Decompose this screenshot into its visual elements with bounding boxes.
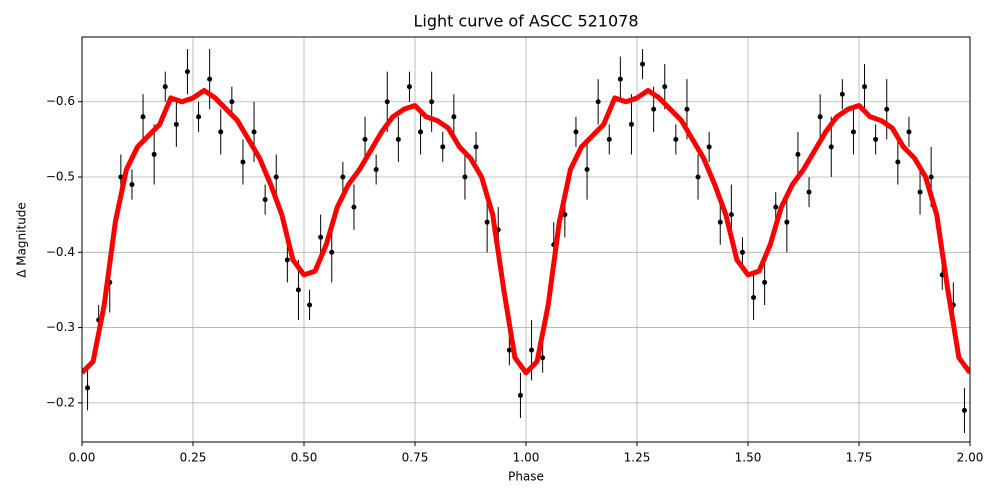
data-point (340, 174, 346, 180)
x-tick-label: 0.50 (291, 451, 318, 465)
y-tick-label: −0.4 (46, 245, 75, 259)
data-point (640, 61, 646, 67)
x-tick-label: 0.25 (180, 451, 207, 465)
data-point (395, 136, 401, 142)
data-point (961, 407, 967, 413)
data-point (529, 347, 535, 353)
plot-area (82, 49, 970, 433)
data-point (218, 129, 224, 135)
data-point (617, 76, 623, 82)
data-point (262, 197, 268, 203)
data-point (207, 76, 213, 82)
data-point (307, 302, 313, 308)
data-point (85, 385, 91, 391)
data-point (440, 144, 446, 150)
data-point (362, 136, 368, 142)
data-point (229, 99, 235, 105)
data-point (828, 144, 834, 150)
x-tick-label: 2.00 (957, 451, 984, 465)
chart-title: Light curve of ASCC 521078 (413, 12, 638, 31)
data-point (251, 129, 257, 135)
data-point (584, 166, 590, 172)
data-point (651, 106, 657, 112)
data-point (451, 114, 457, 120)
data-point (739, 249, 745, 255)
data-point (628, 121, 634, 127)
data-point (129, 182, 135, 188)
data-point (850, 129, 856, 135)
data-point (795, 151, 801, 157)
data-point (762, 279, 768, 285)
data-point (373, 166, 379, 172)
data-point (773, 204, 779, 210)
y-tick-label: −0.6 (46, 94, 75, 108)
data-point (151, 151, 157, 157)
data-point (351, 204, 357, 210)
data-point (384, 99, 390, 105)
plot-frame (81, 36, 971, 443)
data-point (406, 84, 412, 90)
data-point (595, 99, 601, 105)
data-point (806, 189, 812, 195)
data-point (817, 114, 823, 120)
data-point (184, 69, 190, 75)
data-point (662, 84, 668, 90)
data-point (173, 121, 179, 127)
y-tick-label: −0.2 (46, 395, 75, 409)
y-axis-label: Δ Magnitude (15, 202, 29, 278)
y-tick-label: −0.3 (46, 320, 75, 334)
data-point (484, 219, 490, 225)
data-point (140, 114, 146, 120)
x-tick-label: 1.25 (624, 451, 651, 465)
x-axis-label: Phase (508, 470, 544, 484)
data-point (318, 234, 324, 240)
y-tick-label: −0.5 (46, 170, 75, 184)
data-point (884, 106, 890, 112)
data-point (784, 219, 790, 225)
data-point (928, 174, 934, 180)
data-point (540, 355, 546, 361)
data-point (240, 159, 246, 165)
data-point (728, 212, 734, 218)
data-point (573, 129, 579, 135)
data-point (706, 144, 712, 150)
data-point (673, 136, 679, 142)
data-point (429, 99, 435, 105)
data-point (329, 249, 335, 255)
data-point (284, 257, 290, 263)
data-point (162, 84, 168, 90)
data-point (862, 84, 868, 90)
data-point (606, 136, 612, 142)
data-point (418, 129, 424, 135)
data-point (917, 189, 923, 195)
x-tick-label: 0.00 (69, 451, 96, 465)
x-tick-label: 1.50 (735, 451, 762, 465)
x-tick-label: 1.75 (846, 451, 873, 465)
data-point (751, 294, 757, 300)
data-point (462, 174, 468, 180)
data-point (506, 347, 512, 353)
data-point (295, 287, 301, 293)
data-point (895, 159, 901, 165)
x-tick-label: 1.00 (513, 451, 540, 465)
data-point (839, 91, 845, 97)
fit-line (82, 87, 970, 376)
data-point (684, 106, 690, 112)
data-point (695, 174, 701, 180)
data-point (517, 392, 523, 398)
data-point (273, 174, 279, 180)
data-point (717, 219, 723, 225)
data-point (873, 136, 879, 142)
data-point (473, 144, 479, 150)
data-point (906, 129, 912, 135)
x-tick-label: 0.75 (402, 451, 429, 465)
data-point (196, 114, 202, 120)
